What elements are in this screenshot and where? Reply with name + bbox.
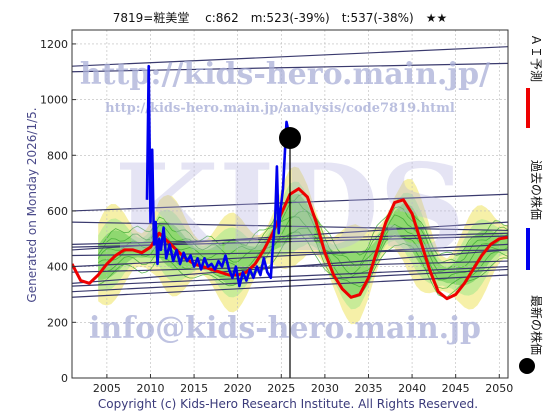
watermark-email: info@kids-hero.main.jp xyxy=(89,311,481,346)
x-tick-label: 2050 xyxy=(485,382,513,395)
trend-line-0 xyxy=(72,46,508,67)
x-tick-label: 2020 xyxy=(224,382,252,395)
plot-frame xyxy=(71,29,509,379)
y-tick-label: 1200 xyxy=(40,38,68,51)
y-tick-label: 600 xyxy=(47,205,68,218)
x-tick-label: 2015 xyxy=(180,382,208,395)
legend-ai-label: ＡＩ予測 xyxy=(529,34,543,82)
series-past-price xyxy=(145,64,292,288)
y-tick-label: 200 xyxy=(47,316,68,329)
x-tick-label: 2005 xyxy=(93,382,121,395)
legend-past-label: 過去の株価 xyxy=(529,160,544,220)
y-tick-label: 0 xyxy=(61,372,68,385)
legend-latest-label: 最新の株価 xyxy=(529,295,544,355)
watermark-url: http://kids-hero.main.jp/ xyxy=(80,57,490,92)
x-tick-label: 2025 xyxy=(267,382,295,395)
trend-line-1 xyxy=(72,62,508,73)
x-tick-label: 2040 xyxy=(398,382,426,395)
x-axis: 2005 2010 2015 2020 2025 2030 2035 2040 2045 2050 xyxy=(93,374,513,395)
x-tick-label: 2045 xyxy=(442,382,470,395)
legend-latest-swatch xyxy=(519,358,535,374)
x-tick-label: 2035 xyxy=(354,382,382,395)
y-tick-label: 800 xyxy=(47,149,68,162)
forecast-band-2 xyxy=(98,193,508,297)
legend: ＡＩ予測 過去の株価 最新の株価 xyxy=(519,34,544,374)
watermark-analysis-url: http://kids-hero.main.jp/analysis/code78… xyxy=(105,101,455,116)
x-tick-label: 2030 xyxy=(311,382,339,395)
chart-title: 7819=粧美堂 c:862 m:523(-39%) t:537(-38%) ★… xyxy=(113,11,448,25)
latest-price-marker xyxy=(279,127,301,150)
forecast-band-line-3 xyxy=(97,210,508,276)
y-tick-label: 1000 xyxy=(40,94,68,107)
y-axis: 0 200 400 600 800 1000 1200 xyxy=(40,38,76,385)
generated-date: Generated on Monday 2026/1/5. xyxy=(25,107,39,302)
copyright: Copyright (c) Kids-Hero Research Institu… xyxy=(98,397,478,411)
x-tick-label: 2010 xyxy=(136,382,164,395)
y-tick-label: 400 xyxy=(47,261,68,274)
